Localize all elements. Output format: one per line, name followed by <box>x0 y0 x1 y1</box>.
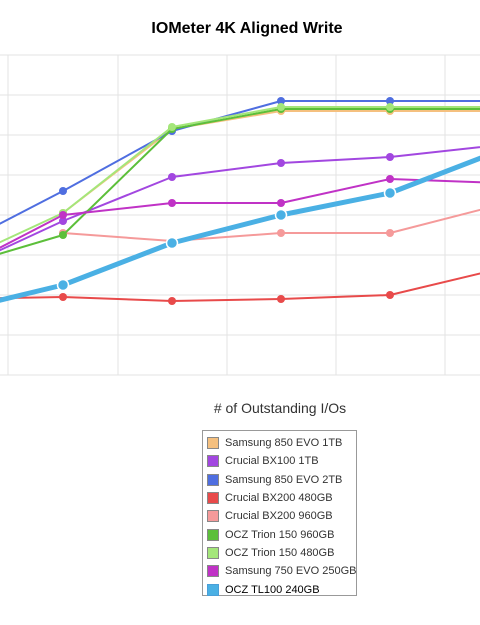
series-line[interactable] <box>0 151 480 311</box>
legend-swatch <box>207 546 219 559</box>
data-point[interactable] <box>277 103 285 111</box>
data-point[interactable] <box>277 295 285 303</box>
data-point[interactable] <box>59 187 67 195</box>
legend-label: Samsung 850 EVO 2TB <box>225 473 343 486</box>
legend-label: Crucial BX200 480GB <box>225 492 333 505</box>
data-point[interactable] <box>59 211 67 219</box>
series-line[interactable] <box>0 145 480 271</box>
legend-swatch <box>207 492 219 505</box>
data-point[interactable] <box>277 199 285 207</box>
chart-title: IOMeter 4K Aligned Write <box>151 20 343 37</box>
series-lines <box>0 97 480 311</box>
series-line[interactable] <box>0 108 480 267</box>
data-point[interactable] <box>56 278 70 292</box>
legend: Samsung 850 EVO 1TB Crucial BX100 1TB Sams… <box>202 430 357 596</box>
data-point[interactable] <box>168 173 176 181</box>
data-point[interactable] <box>59 231 67 239</box>
series-line[interactable] <box>0 106 480 263</box>
legend-label: OCZ Trion 150 960GB <box>225 528 335 541</box>
data-point[interactable] <box>59 293 67 301</box>
data-point[interactable] <box>277 229 285 237</box>
data-point[interactable] <box>386 153 394 161</box>
series-ocz-trion-150-480gb[interactable] <box>0 103 480 263</box>
series-line[interactable] <box>0 269 480 302</box>
data-point[interactable] <box>59 217 67 225</box>
data-point[interactable] <box>277 159 285 167</box>
legend-item[interactable]: Samsung 850 EVO 1TB <box>207 434 356 452</box>
data-point[interactable] <box>168 123 176 131</box>
legend-swatch <box>207 528 219 541</box>
legend-label: Samsung 850 EVO 1TB <box>225 437 343 450</box>
series-line[interactable] <box>0 178 480 271</box>
data-point[interactable] <box>386 229 394 237</box>
legend-item[interactable]: Crucial BX100 1TB <box>207 452 356 470</box>
legend-item[interactable]: OCZ Trion 150 480GB <box>207 544 356 562</box>
legend-swatch <box>207 583 219 596</box>
data-point[interactable] <box>168 297 176 305</box>
legend-item[interactable]: OCZ TL100 240GB <box>207 580 356 598</box>
series-crucial-bx100-1tb[interactable] <box>0 145 480 271</box>
data-point[interactable] <box>386 97 394 105</box>
series-samsung-750-evo-250gb[interactable] <box>0 175 480 271</box>
data-point[interactable] <box>386 175 394 183</box>
data-point[interactable] <box>168 199 176 207</box>
legend-item[interactable]: Crucial BX200 960GB <box>207 507 356 525</box>
data-point[interactable] <box>165 236 179 250</box>
legend-item[interactable]: Samsung 750 EVO 250GB <box>207 562 356 580</box>
legend-swatch <box>207 510 219 523</box>
legend-item[interactable]: Samsung 850 EVO 2TB <box>207 471 356 489</box>
series-crucial-bx200-960gb[interactable] <box>59 205 480 245</box>
legend-swatch <box>207 473 219 486</box>
legend-item[interactable]: OCZ Trion 150 960GB <box>207 525 356 543</box>
series-line[interactable] <box>62 110 480 214</box>
series-ocz-tl100-240gb[interactable] <box>0 151 480 311</box>
x-axis-label: # of Outstanding I/Os <box>213 400 347 416</box>
plot-area: 24816 <box>0 54 480 376</box>
series-crucial-bx200-480gb[interactable] <box>0 269 480 305</box>
legend-label: Crucial BX200 960GB <box>225 510 333 523</box>
series-samsung-850-evo-1tb[interactable] <box>59 107 480 217</box>
series-line[interactable] <box>62 205 480 242</box>
legend-label: Samsung 750 EVO 250GB <box>225 565 357 578</box>
data-point[interactable] <box>386 291 394 299</box>
legend-swatch <box>207 455 219 468</box>
data-point[interactable] <box>386 103 394 111</box>
legend-label: Crucial BX100 1TB <box>225 455 319 468</box>
legend-swatch <box>207 565 219 578</box>
legend-item[interactable]: Crucial BX200 480GB <box>207 489 356 507</box>
data-point[interactable] <box>274 208 288 222</box>
data-point[interactable] <box>277 97 285 105</box>
legend-label: OCZ Trion 150 480GB <box>225 546 335 559</box>
legend-label: OCZ TL100 240GB <box>225 583 320 596</box>
legend-swatch <box>207 437 219 450</box>
data-point[interactable] <box>383 186 397 200</box>
